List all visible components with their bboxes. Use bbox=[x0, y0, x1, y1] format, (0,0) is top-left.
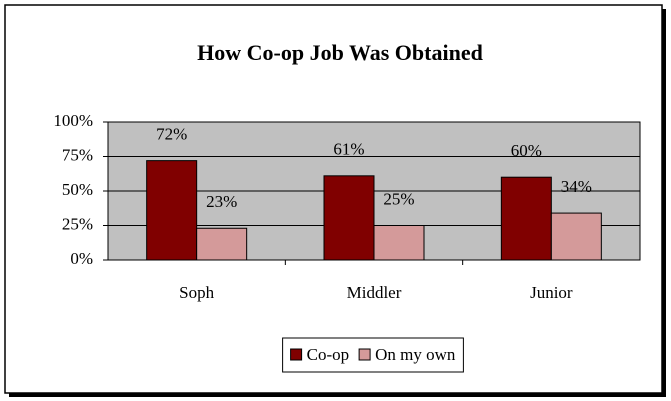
value-label: 23% bbox=[206, 192, 237, 211]
bar bbox=[323, 175, 375, 261]
y-tick-label: 75% bbox=[62, 145, 93, 164]
value-label: 60% bbox=[511, 141, 542, 160]
legend-label: Co-op bbox=[307, 345, 350, 364]
y-tick-label: 25% bbox=[62, 214, 93, 233]
legend-label: On my own bbox=[375, 345, 456, 364]
value-label: 72% bbox=[156, 125, 187, 144]
bar bbox=[373, 225, 425, 261]
y-tick-label: 100% bbox=[53, 111, 93, 130]
x-tick-label: Middler bbox=[347, 283, 402, 302]
value-label: 25% bbox=[383, 189, 414, 208]
y-tick-label: 0% bbox=[70, 249, 93, 268]
x-tick-label: Junior bbox=[530, 283, 573, 302]
bar bbox=[550, 212, 602, 261]
value-label: 61% bbox=[333, 140, 364, 159]
bar bbox=[146, 160, 198, 261]
bar bbox=[196, 227, 248, 261]
y-tick-label: 50% bbox=[62, 180, 93, 199]
legend-swatch bbox=[358, 348, 371, 361]
bar bbox=[500, 176, 552, 261]
legend-swatch bbox=[290, 348, 303, 361]
value-label: 34% bbox=[561, 177, 592, 196]
x-tick-label: Soph bbox=[179, 283, 214, 302]
legend bbox=[282, 337, 464, 373]
chart-title: How Co-op Job Was Obtained bbox=[197, 40, 483, 65]
